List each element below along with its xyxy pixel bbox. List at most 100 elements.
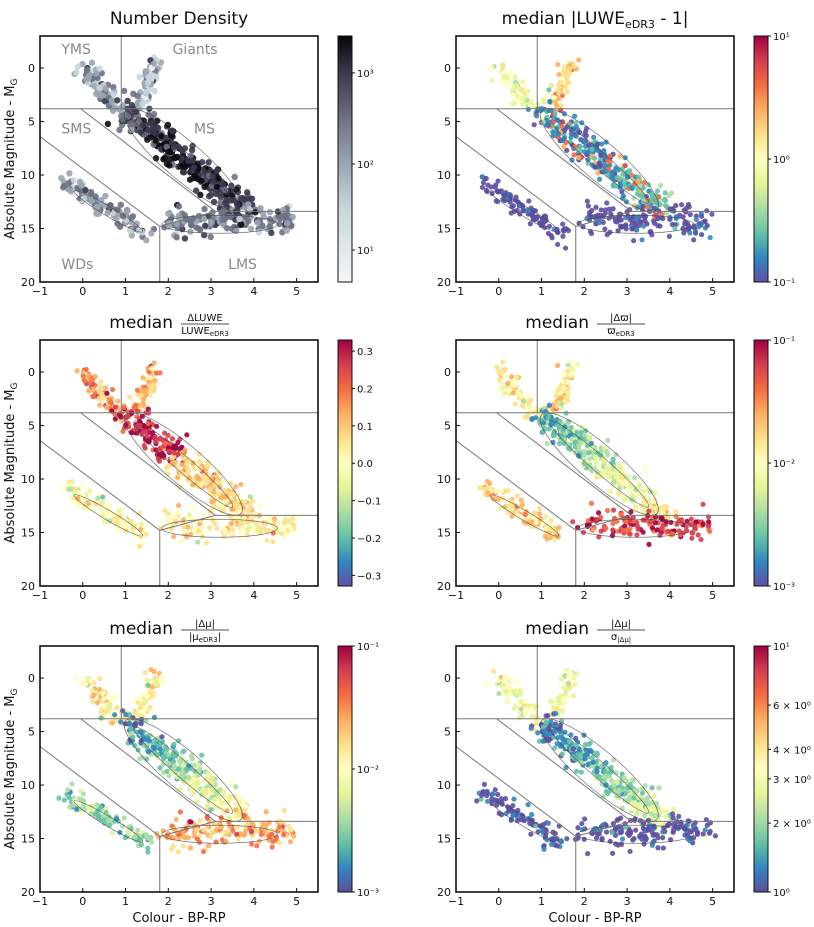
population-wds [479, 174, 572, 251]
contour-0 [539, 718, 659, 822]
data-hex [550, 829, 556, 835]
data-hex [173, 234, 180, 241]
wd-boundary [40, 136, 161, 282]
contour-2 [489, 494, 560, 537]
data-hex [528, 725, 534, 731]
data-hex [197, 191, 204, 199]
data-hex [178, 538, 184, 544]
data-hex [655, 216, 661, 222]
data-hex [200, 848, 207, 855]
data-hex [196, 839, 203, 845]
colorbar-tick-label: 10⁻¹ [773, 336, 795, 347]
data-hex [533, 519, 539, 526]
data-hex [145, 74, 152, 81]
data-hex [629, 219, 636, 226]
wd-boundary [456, 440, 577, 586]
data-hex [561, 228, 567, 234]
data-hex [560, 137, 566, 144]
data-hex [110, 91, 118, 98]
panel-luwe: median |LUWEeDR3 - 1|−1 0 1 2 3 4 50510152010¹… [437, 9, 795, 298]
data-hex [571, 113, 578, 119]
data-hex [502, 366, 508, 372]
data-hex [561, 385, 567, 391]
data-hex [539, 521, 545, 527]
data-hex [153, 370, 159, 376]
y-tick-label: 5 [28, 420, 35, 433]
data-hex [226, 815, 232, 821]
data-hex [151, 745, 157, 752]
data-hex [249, 820, 255, 826]
colorbar: 0.30.20.10.0−0.1−0.2−0.3 [337, 339, 381, 587]
data-hex [554, 102, 560, 108]
data-hex [216, 491, 222, 497]
contour-0 [123, 718, 243, 822]
data-hex [193, 224, 200, 231]
data-hex [160, 761, 166, 767]
data-hex [709, 211, 715, 217]
data-hex [128, 725, 134, 731]
data-hex [526, 400, 532, 406]
data-hex [204, 540, 210, 546]
data-hex [115, 398, 121, 404]
data-hex [630, 238, 637, 244]
data-hex [522, 711, 528, 717]
data-hex [190, 461, 196, 467]
data-hex [234, 505, 241, 511]
x-tick-label: 4 [250, 589, 257, 602]
data-hex [208, 777, 214, 783]
data-hex [141, 442, 147, 449]
data-hex [235, 812, 242, 818]
data-hex [541, 728, 547, 734]
data-hex [601, 774, 607, 780]
data-hex [224, 829, 230, 835]
data-hex [595, 170, 601, 176]
data-hex [572, 439, 578, 445]
data-hex [245, 201, 252, 208]
data-hex [598, 152, 604, 159]
data-hex [611, 479, 617, 485]
data-hex [493, 182, 499, 188]
data-hex [193, 798, 199, 804]
contour-2 [73, 190, 144, 233]
data-hex [288, 827, 294, 833]
data-hex [175, 502, 182, 509]
data-hex [535, 829, 541, 835]
data-hex [478, 796, 484, 802]
data-hex [180, 169, 188, 176]
data-hex [596, 176, 603, 182]
data-hex [137, 705, 144, 711]
data-hex [235, 836, 241, 842]
data-hex [559, 718, 565, 724]
panel-title: median |Δϖ|ϖeDR3 [525, 313, 645, 338]
data-hex [259, 222, 266, 230]
data-hex [498, 812, 505, 818]
lms-divider [575, 820, 632, 837]
data-hex [535, 730, 541, 736]
data-hex [645, 817, 651, 824]
data-hex [276, 519, 282, 525]
plot-area [40, 36, 318, 282]
data-hex [276, 529, 283, 535]
data-points [474, 668, 718, 857]
data-hex [81, 799, 87, 805]
data-hex [602, 169, 608, 175]
colorbar-tick-label: −0.3 [357, 571, 381, 582]
data-hex [510, 812, 516, 819]
data-hex [628, 483, 634, 489]
data-hex [102, 85, 110, 92]
data-hex [511, 705, 517, 712]
data-hex [151, 384, 157, 390]
data-hex [559, 401, 565, 407]
data-hex [702, 827, 708, 833]
data-hex [588, 466, 594, 472]
data-hex [140, 734, 146, 740]
x-tick-label: 5 [293, 895, 300, 908]
data-hex [184, 524, 191, 530]
data-hex [204, 464, 210, 470]
data-hex [496, 370, 502, 376]
colorbar-tick-label: 10² [357, 160, 374, 171]
data-hex [630, 777, 636, 783]
data-hex [576, 756, 582, 762]
data-hex [495, 677, 501, 684]
data-hex [552, 110, 558, 117]
